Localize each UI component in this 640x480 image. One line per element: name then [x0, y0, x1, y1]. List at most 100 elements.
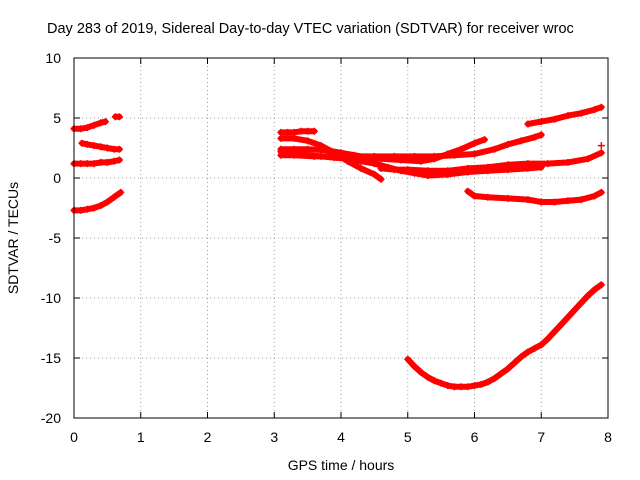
- series-c3: [464, 187, 605, 206]
- data-point: [584, 155, 592, 163]
- data-point: [404, 355, 412, 363]
- data-point: [430, 152, 438, 160]
- data-point: [304, 127, 312, 135]
- data-point: [491, 145, 499, 153]
- data-point: [524, 120, 532, 128]
- data-point: [481, 136, 489, 144]
- data-point: [277, 148, 285, 156]
- data-point: [304, 137, 312, 145]
- data-point: [304, 145, 312, 153]
- data-point: [277, 134, 285, 142]
- y-tick-label-0: -20: [41, 410, 61, 426]
- y-tick-label-1: -15: [41, 350, 61, 366]
- data-point: [90, 121, 98, 129]
- data-point: [471, 192, 478, 200]
- data-point: [317, 152, 325, 160]
- data-point: [344, 155, 352, 163]
- data-point: [444, 382, 452, 390]
- data-point: [97, 143, 105, 151]
- data-point: [377, 175, 385, 183]
- data-point: [83, 140, 91, 148]
- data-point: [477, 380, 485, 388]
- y-axis-label: SDTVAR / TECUs: [5, 182, 21, 294]
- series-trace-d1: [404, 281, 605, 390]
- data-point: [304, 151, 312, 159]
- data-point: [103, 198, 111, 206]
- data-point: [424, 373, 432, 381]
- data-point: [370, 170, 378, 178]
- data-point: [591, 192, 599, 200]
- data-point: [597, 103, 605, 111]
- data-point: [584, 292, 592, 300]
- data-point: [410, 152, 418, 160]
- data-point: [564, 112, 572, 120]
- data-point: [457, 383, 465, 391]
- data-point: [297, 127, 305, 135]
- data-point: [77, 125, 85, 133]
- data-point: [464, 383, 472, 391]
- x-tick-label-7: 7: [537, 429, 545, 445]
- data-point: [83, 205, 91, 213]
- data-point: [491, 374, 499, 382]
- data-point: [597, 149, 605, 157]
- axis-ticks: 0 1 2 3 4 5 6 7 8 -20 -15 -10 -5 0 5 10: [41, 50, 612, 445]
- series-c2: [597, 142, 605, 150]
- series-c1: [524, 103, 605, 128]
- data-point: [110, 193, 118, 201]
- data-point: [370, 152, 378, 160]
- data-point: [377, 164, 385, 172]
- data-point: [290, 128, 298, 136]
- data-point: [450, 383, 458, 391]
- data-point: [577, 299, 585, 307]
- data-point: [450, 151, 458, 159]
- data-point: [78, 139, 86, 147]
- data-point: [464, 164, 472, 172]
- data-point: [537, 118, 545, 126]
- data-point: [284, 128, 292, 136]
- data-point: [83, 124, 91, 132]
- data-point: [390, 152, 398, 160]
- data-point: [504, 161, 512, 169]
- data-point: [504, 194, 512, 202]
- x-tick-label-5: 5: [404, 429, 412, 445]
- data-point: [77, 206, 85, 214]
- data-point: [101, 118, 109, 126]
- data-point: [537, 341, 545, 349]
- data-point: [471, 150, 478, 158]
- data-point: [551, 115, 559, 123]
- data-point: [564, 313, 572, 321]
- data-point: [591, 286, 599, 294]
- x-tick-label-6: 6: [471, 429, 479, 445]
- data-point: [90, 160, 98, 168]
- data-point: [370, 160, 378, 168]
- data-point: [324, 146, 332, 154]
- data-point: [464, 187, 472, 195]
- data-point: [90, 204, 98, 212]
- data-point: [117, 188, 125, 196]
- data-point: [310, 127, 318, 135]
- grid: [74, 58, 608, 418]
- data-point: [97, 119, 105, 127]
- data-point: [471, 382, 478, 390]
- data-point: [115, 145, 123, 153]
- x-tick-label-0: 0: [70, 429, 78, 445]
- data-point: [115, 113, 123, 121]
- data-point: [390, 166, 398, 174]
- data-point: [577, 109, 585, 117]
- data-point: [504, 140, 512, 148]
- series-d1: [404, 281, 605, 391]
- data-point: [103, 158, 111, 166]
- series-b6: [377, 149, 605, 175]
- data-point: [577, 196, 585, 204]
- data-point: [290, 134, 298, 142]
- data-point: [103, 144, 111, 152]
- series-a5: [70, 188, 125, 214]
- data-point: [551, 198, 559, 206]
- data-point: [497, 370, 505, 378]
- x-tick-label-8: 8: [604, 429, 612, 445]
- data-point: [277, 128, 285, 136]
- data-point: [90, 142, 98, 150]
- data-point: [551, 328, 559, 336]
- data-point: [597, 142, 605, 150]
